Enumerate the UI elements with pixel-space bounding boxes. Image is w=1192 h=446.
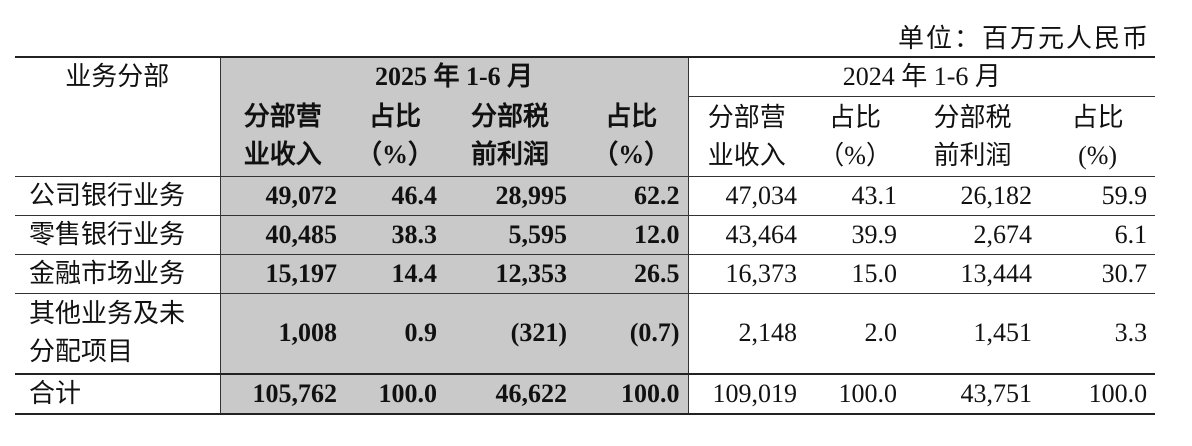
column-header: 分部营 业收入 [219,96,345,177]
data-cell: 46.4 [345,176,445,216]
period-header: 2025 年 1-6 月 [219,56,689,97]
cell-line: （%） [355,140,434,170]
data-cell: 38.3 [345,215,445,255]
data-cell: (0.7) [575,293,689,374]
data-cell: 13,444 [905,254,1041,294]
data-cell: 43,751 [905,372,1041,415]
data-cell: 100.0 [805,372,906,415]
cell-line: 前利润 [933,140,1012,170]
cell-line: 业收入 [243,140,322,170]
data-cell: 2,148 [687,293,806,374]
cell-line: 占比 [1071,102,1124,132]
cell-line: 公司银行业务 [29,181,186,210]
data-cell: 15.0 [805,254,906,294]
row-label: 金融市场业务 [15,254,220,294]
data-cell: (321) [445,293,575,374]
data-cell: 30.7 [1040,254,1156,294]
cell-line: 其他业务及未 [29,299,186,329]
column-header: 占比 （%） [805,96,906,177]
column-header: 分部税 前利润 [445,96,575,177]
data-cell: 3.3 [1040,293,1156,374]
data-cell: 14.4 [345,254,445,294]
data-row: 公司银行业务 49,072 46.4 28,995 62.2 47,034 43.1 26,1… [15,176,1156,216]
cell-line: (%) [1078,140,1118,170]
cell-line: 前利润 [470,140,549,170]
row-label: 合计 [15,372,220,415]
column-header: 占比 （%） [345,96,445,177]
data-cell: 100.0 [1040,372,1156,415]
cell-line: 零售银行业务 [29,220,186,249]
cell-line: 金融市场业务 [29,259,186,288]
cell-line: 分配项目 [29,337,134,367]
data-cell: 6.1 [1040,215,1156,255]
data-cell: 15,197 [219,254,345,294]
column-header: 分部税 前利润 [905,96,1041,177]
data-cell: 43.1 [805,176,906,216]
data-cell: 12.0 [575,215,689,255]
column-header: 占比 (%) [1040,96,1156,177]
cell-line: 分部营 [707,102,786,132]
data-row: 其他业务及未 分配项目 1,008 0.9 (321) (0.7) 2,148 2.0 1,45… [15,293,1156,374]
data-cell: 62.2 [575,176,689,216]
segment-table: 业务分部 2025 年 1-6 月 2024 年 1-6 月分部营 业收入 占比 （%）分… [15,56,1156,415]
cell-line: 分部税 [470,102,549,132]
data-cell: 26.5 [575,254,689,294]
cell-line: （%） [592,140,671,170]
data-cell: 43,464 [687,215,806,255]
data-cell: 46,622 [445,372,575,415]
period-header: 2024 年 1-6 月 [687,56,1156,97]
cell-line: （%） [818,140,892,170]
cell-line: 分部营 [243,102,322,132]
data-row: 零售银行业务 40,485 38.3 5,595 12.0 43,464 39.9 2,674… [15,215,1156,255]
row-label: 公司银行业务 [15,176,220,216]
data-cell: 1,008 [219,293,345,374]
column-header: 占比 （%） [575,96,689,177]
cell-line: 业收入 [707,140,786,170]
cell-line: 占比 [829,102,882,132]
data-cell: 1,451 [905,293,1041,374]
data-cell: 12,353 [445,254,575,294]
header-row: 业务分部 2025 年 1-6 月 2024 年 1-6 月 [15,56,1156,177]
data-cell: 40,485 [219,215,345,255]
data-cell: 49,072 [219,176,345,216]
cell-line: 占比 [605,102,658,132]
data-cell: 105,762 [219,372,345,415]
data-cell: 109,019 [687,372,806,415]
data-cell: 100.0 [575,372,689,415]
row-label: 零售银行业务 [15,215,220,255]
data-cell: 2,674 [905,215,1041,255]
segment-header: 业务分部 [15,56,220,177]
unit-label: 单位：百万元人民币 [897,24,1150,53]
row-label: 其他业务及未 分配项目 [15,293,220,374]
header-row: 分部营 业收入 占比 （%） 分部税 前利润 占比 （%） 分部营 业收入 占比 （%） 分部税 前利润占… [15,96,1156,177]
cell-line: 合计 [29,378,82,408]
data-row: 合计 105,762 100.0 46,622 100.0 109,019 100.0 43,… [15,372,1156,415]
data-cell: 0.9 [345,293,445,374]
data-cell: 16,373 [687,254,806,294]
column-header: 分部营 业收入 [687,96,806,177]
data-cell: 26,182 [905,176,1041,216]
data-cell: 28,995 [445,176,575,216]
data-cell: 2.0 [805,293,906,374]
data-cell: 5,595 [445,215,575,255]
data-cell: 59.9 [1040,176,1156,216]
cell-line: 占比 [368,102,421,132]
data-row: 金融市场业务 15,197 14.4 12,353 26.5 16,373 15.0 13,4… [15,254,1156,294]
data-cell: 47,034 [687,176,806,216]
data-cell: 100.0 [345,372,445,415]
data-cell: 39.9 [805,215,906,255]
cell-line: 分部税 [933,102,1012,132]
